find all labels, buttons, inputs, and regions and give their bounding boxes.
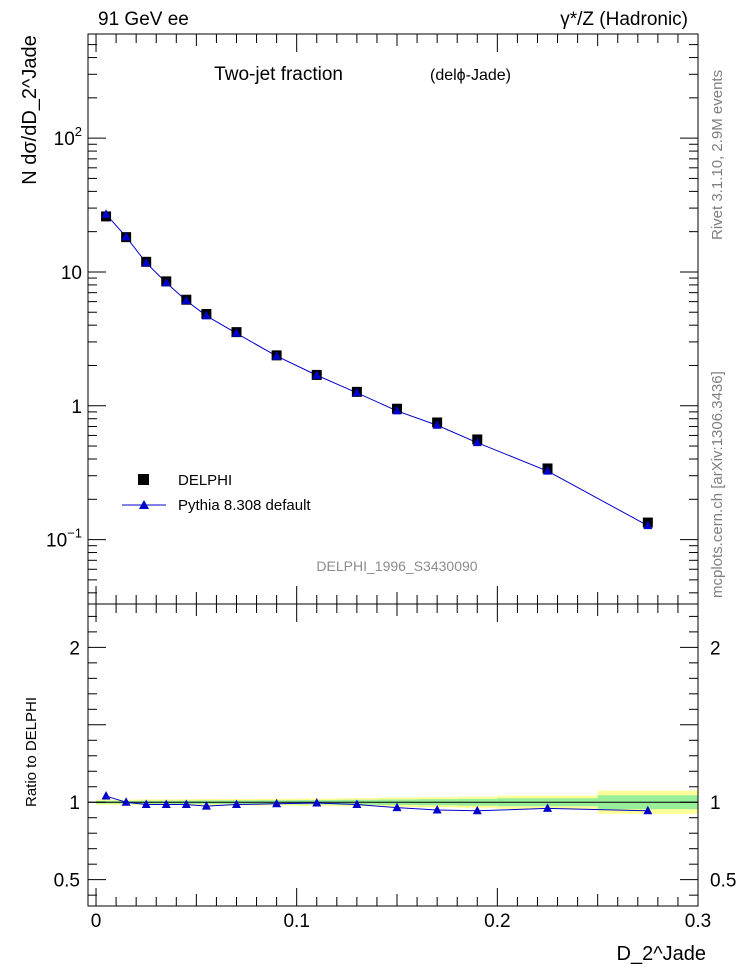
pythia-point: [231, 328, 241, 337]
ratio-point: [312, 798, 322, 807]
ratio-point: [101, 791, 111, 800]
pythia-point: [161, 277, 171, 287]
analysis-watermark: DELPHI_1996_S3430090: [316, 558, 477, 574]
main-plot-frame: [87, 33, 699, 605]
y-tick-label-main: 102: [54, 124, 82, 150]
ratio-point: [352, 799, 362, 809]
y-tick-label-main: 10: [61, 263, 82, 284]
pythia-point: [141, 257, 151, 267]
ratio-plot-frame: [87, 603, 699, 907]
legend: DELPHI Pythia 8.308 default: [122, 472, 311, 514]
y-tick-label-main: 10−1: [46, 526, 82, 552]
ratio-point: [231, 799, 241, 809]
legend-marker-delphi: [138, 474, 149, 485]
header-left: 91 GeV ee: [98, 9, 189, 30]
mcplots-label: mcplots.cern.ch [arXiv:1306.3436]: [709, 371, 726, 598]
ratio-point: [121, 797, 131, 806]
ratio-point: [272, 798, 282, 808]
ratio-point: [392, 802, 402, 812]
rivet-version-label: Rivet 3.1.10, 2.9M events: [709, 70, 726, 240]
legend-label-pythia: Pythia 8.308 default: [178, 497, 311, 514]
pythia-point: [121, 231, 131, 241]
pythia-point: [392, 405, 402, 415]
y-axis-label-main: N dσ/dD_2^Jade: [19, 35, 41, 185]
ratio-point: [643, 805, 653, 815]
ratio-point: [472, 805, 482, 815]
y-tick-label-ratio-left: 0.5: [54, 871, 80, 892]
ratio-point: [181, 799, 191, 809]
x-tick-label: 0.3: [685, 911, 711, 932]
y-tick-label-ratio-right: 2: [710, 638, 721, 659]
pythia-point: [312, 370, 322, 379]
y-tick-label-ratio-right: 1: [710, 793, 721, 814]
legend-label-delphi: DELPHI: [178, 472, 232, 489]
pythia-point: [432, 420, 442, 429]
header-right: γ*/Z (Hadronic): [560, 9, 688, 30]
ratio-point: [161, 799, 171, 809]
y-tick-label-ratio-right: 0.5: [710, 871, 736, 892]
series-layer: [101, 209, 653, 815]
pythia-point: [101, 209, 111, 218]
ratio-point: [141, 799, 151, 809]
pythia-point: [272, 351, 282, 360]
pythia-point: [352, 387, 362, 397]
ratio-point: [201, 801, 211, 810]
pythia-point: [543, 466, 553, 475]
y-tick-label-ratio-left: 1: [69, 793, 80, 814]
legend-marker-pythia: [139, 500, 149, 509]
y-axis-label-ratio: Ratio to DELPHI: [23, 697, 40, 807]
x-tick-label: 0.2: [484, 911, 510, 932]
pythia-point: [643, 520, 653, 530]
chart-subtitle: (delϕ-Jade): [430, 67, 511, 84]
ratio-point: [432, 804, 442, 814]
pythia-point: [201, 310, 211, 320]
pythia-point: [181, 295, 191, 305]
x-axis-label: D_2^Jade: [617, 943, 706, 965]
ratio-point: [543, 803, 553, 812]
pythia-point: [472, 437, 482, 447]
chart-title: Two-jet fraction: [214, 64, 343, 85]
y-tick-label-main: 1: [71, 397, 82, 418]
x-tick-label: 0.1: [283, 911, 309, 932]
x-tick-label: 0: [91, 911, 102, 932]
y-tick-label-ratio-left: 2: [69, 638, 80, 659]
